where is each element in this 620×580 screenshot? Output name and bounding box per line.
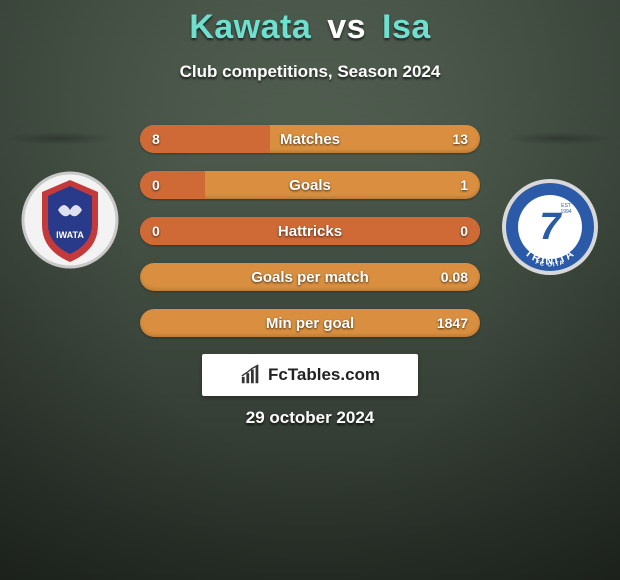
- player2-name: Isa: [382, 8, 431, 46]
- svg-text:1994: 1994: [560, 209, 571, 215]
- svg-text:7: 7: [539, 206, 562, 248]
- stat-value-left: 0: [152, 171, 160, 199]
- stat-label: Goals: [289, 177, 331, 194]
- badge-shadow-right: [505, 132, 615, 145]
- badge-right-svg: 7 EST 1994 TRINITA FC OITA: [500, 177, 600, 277]
- stat-value-right: 0.08: [441, 263, 468, 291]
- stat-value-left: 8: [152, 125, 160, 153]
- stat-bar: Goals per match 0.08: [140, 263, 480, 291]
- stat-value-right: 1847: [437, 309, 468, 337]
- stat-bar: Min per goal 1847: [140, 309, 480, 337]
- stat-bar: 8 Matches 13: [140, 125, 480, 153]
- player2-badge: 7 EST 1994 TRINITA FC OITA: [500, 177, 600, 277]
- svg-text:IWATA: IWATA: [56, 230, 84, 240]
- stat-bars: 8 Matches 13 0 Goals 1 0 Hattricks 0 Goals per ma…: [140, 125, 480, 355]
- stat-bar-fill: [140, 171, 205, 199]
- stat-label: Goals per match: [251, 269, 369, 286]
- date-label: 29 october 2024: [0, 408, 620, 428]
- stat-label: Matches: [280, 131, 340, 148]
- stat-label: Min per goal: [266, 315, 354, 332]
- stat-value-right: 0: [460, 217, 468, 245]
- stat-bar: 0 Goals 1: [140, 171, 480, 199]
- stat-value-left: 0: [152, 217, 160, 245]
- chart-icon: [240, 364, 262, 386]
- badge-shadow-left: [5, 132, 115, 145]
- brand-box: FcTables.com: [202, 354, 418, 396]
- stat-label: Hattricks: [278, 223, 342, 240]
- stat-value-right: 1: [460, 171, 468, 199]
- badge-left-svg: IWATA: [20, 170, 120, 270]
- player1-badge: IWATA: [20, 170, 120, 270]
- brand-text: FcTables.com: [268, 365, 380, 385]
- subtitle: Club competitions, Season 2024: [0, 62, 620, 82]
- stat-bar: 0 Hattricks 0: [140, 217, 480, 245]
- stat-value-right: 13: [452, 125, 468, 153]
- comparison-card: Kawata vs Isa Club competitions, Season …: [0, 0, 620, 580]
- vs-label: vs: [327, 8, 366, 46]
- player1-name: Kawata: [189, 8, 311, 46]
- page-title: Kawata vs Isa: [0, 8, 620, 47]
